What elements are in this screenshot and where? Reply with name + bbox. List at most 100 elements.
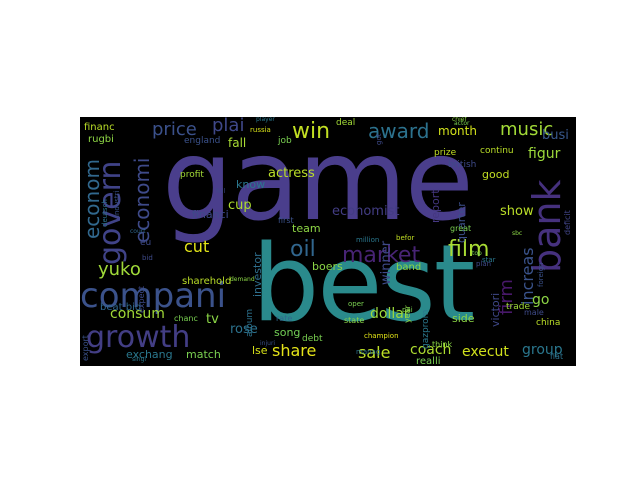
word: award — [368, 119, 430, 143]
word: continu — [480, 146, 514, 156]
word: yuko — [98, 259, 141, 280]
word: market — [342, 243, 421, 268]
word: singl — [132, 356, 147, 363]
word: pai — [402, 306, 413, 314]
word: financ — [84, 122, 115, 133]
word: compani — [80, 276, 227, 316]
word: dollar — [370, 306, 410, 322]
word: game — [162, 117, 474, 246]
word: realli — [416, 356, 441, 367]
word: team — [292, 222, 321, 235]
word: deficit — [563, 210, 572, 235]
word: oper — [348, 300, 364, 308]
word: oil — [290, 237, 316, 262]
word: execut — [462, 344, 509, 360]
word: good — [482, 168, 510, 181]
word: plan — [476, 260, 492, 268]
word: beat bid — [100, 302, 142, 313]
word: know — [236, 178, 266, 191]
word: china — [536, 318, 561, 328]
word: album — [245, 308, 255, 337]
word: rate — [276, 314, 293, 323]
word: befor — [396, 234, 415, 242]
word: expect — [137, 285, 146, 313]
word-cloud: game best compani growth bank govern eco… — [80, 117, 576, 366]
word: gazprom — [421, 309, 431, 349]
word: export — [81, 335, 90, 361]
word: player — [256, 117, 275, 123]
word: show — [500, 204, 534, 219]
word: win — [292, 119, 331, 144]
word: trade — [506, 302, 530, 312]
word: consum — [110, 306, 165, 322]
word: fall — [228, 136, 247, 150]
word: side — [452, 312, 475, 325]
word: actor — [454, 120, 470, 127]
word: fiat — [550, 352, 564, 361]
word: sale — [358, 343, 391, 362]
word: russia — [250, 126, 271, 134]
word: champion — [364, 332, 399, 340]
word: victori — [489, 292, 502, 327]
word: go — [532, 292, 550, 308]
word: rugbi — [88, 134, 114, 145]
word: economist — [332, 204, 400, 219]
word: think — [432, 340, 453, 349]
word: song — [274, 326, 301, 339]
word: foreign — [537, 262, 545, 287]
word: chanc — [174, 314, 198, 323]
word: investor — [251, 252, 264, 297]
word: sbc — [512, 230, 523, 237]
word: cup — [228, 198, 252, 213]
word: growth — [86, 320, 191, 355]
word: busi — [542, 128, 569, 143]
word: econom — [80, 159, 104, 239]
word: price — [152, 119, 197, 140]
word: eu — [140, 238, 152, 248]
word: million — [356, 236, 380, 244]
word: financi — [192, 208, 229, 221]
word: tv — [206, 312, 219, 327]
word: music — [500, 119, 554, 140]
word: exchang — [126, 348, 173, 361]
word: top — [472, 250, 482, 257]
word: film — [448, 237, 490, 262]
word: male — [524, 308, 544, 317]
word: got — [375, 133, 383, 145]
word: quarter — [455, 202, 468, 243]
word: chief — [452, 117, 467, 123]
word: fell — [216, 188, 226, 195]
word: winner — [379, 240, 394, 285]
word: sharehold — [182, 276, 232, 287]
word: bid — [142, 254, 153, 262]
word: lse — [252, 344, 268, 357]
word: plai — [212, 117, 245, 136]
word: england — [184, 136, 221, 146]
word: band — [396, 262, 422, 273]
word: deutsch — [101, 199, 109, 227]
word: demand — [230, 276, 255, 283]
word: rose — [230, 322, 258, 337]
word: first — [278, 216, 294, 225]
word: deal — [336, 118, 356, 128]
word: match — [186, 348, 221, 361]
word: great — [450, 224, 472, 233]
word: prize — [434, 148, 457, 158]
word: actress — [268, 166, 315, 181]
word: british — [448, 160, 477, 170]
word: share — [272, 341, 317, 360]
word: month — [438, 124, 477, 138]
word: profit — [180, 170, 204, 180]
word: debt — [302, 334, 323, 344]
word: coach — [410, 342, 452, 358]
word: best — [252, 222, 475, 345]
word: cut — [184, 237, 210, 256]
word: injuri — [260, 340, 276, 347]
word: star — [482, 256, 496, 264]
word: group — [522, 342, 563, 358]
word: manag — [356, 348, 381, 356]
word: industri — [113, 190, 121, 217]
word: job — [278, 136, 292, 146]
word: boers — [312, 260, 343, 273]
word: court — [130, 228, 146, 235]
